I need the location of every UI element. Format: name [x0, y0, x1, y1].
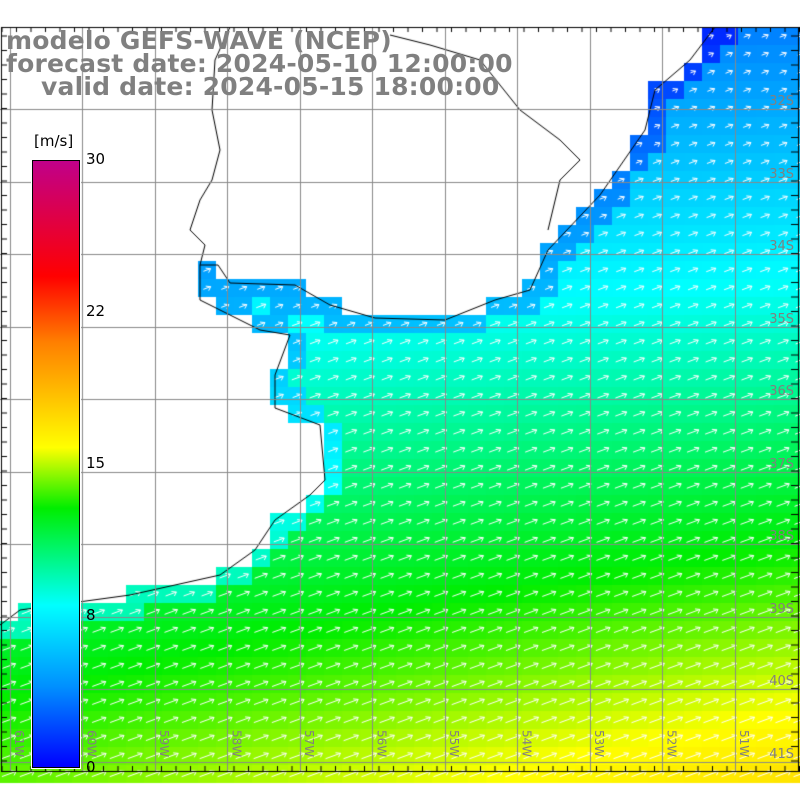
title-valid-date: valid date: 2024-05-15 18:00:00 [41, 72, 500, 101]
title-forecast-date: forecast date: 2024-05-10 12:00:00 [6, 49, 513, 78]
colorbar [31, 159, 81, 769]
lat-label: 40S [769, 674, 794, 689]
lat-label: 33S [769, 166, 794, 182]
lon-label: 51W [737, 730, 751, 758]
lon-label: 61W [12, 730, 26, 758]
lon-label: 59W [157, 730, 171, 758]
colorbar-label-15: 15 [86, 454, 106, 472]
lat-label: 37S [769, 456, 794, 472]
title-model: modelo GEFS-WAVE (NCEP) [6, 26, 392, 55]
lon-label: 60W [84, 730, 99, 758]
lat-label: 36S [769, 384, 794, 399]
colorbar-label-22: 22 [86, 302, 106, 320]
colorbar-unit: [m/s] [34, 132, 74, 150]
lon-label: 53W [592, 730, 606, 758]
lon-label: 56W [374, 730, 389, 758]
lat-label: 32S [769, 94, 794, 109]
colorbar-label-0: 0 [86, 758, 96, 776]
lat-label: 34S [769, 239, 794, 254]
lat-label: 39S [769, 601, 794, 617]
lon-label: 54W [519, 730, 534, 758]
lat-label: 38S [769, 529, 794, 544]
lon-label: 55W [447, 730, 461, 758]
lon-label: 52W [664, 730, 679, 758]
lon-label: 57W [302, 730, 316, 758]
lat-label: 35S [769, 311, 794, 327]
colorbar-label-30: 30 [86, 150, 106, 168]
lat-label: 41S [769, 746, 794, 762]
lon-label: 58W [229, 730, 244, 758]
colorbar-label-8: 8 [86, 606, 96, 624]
